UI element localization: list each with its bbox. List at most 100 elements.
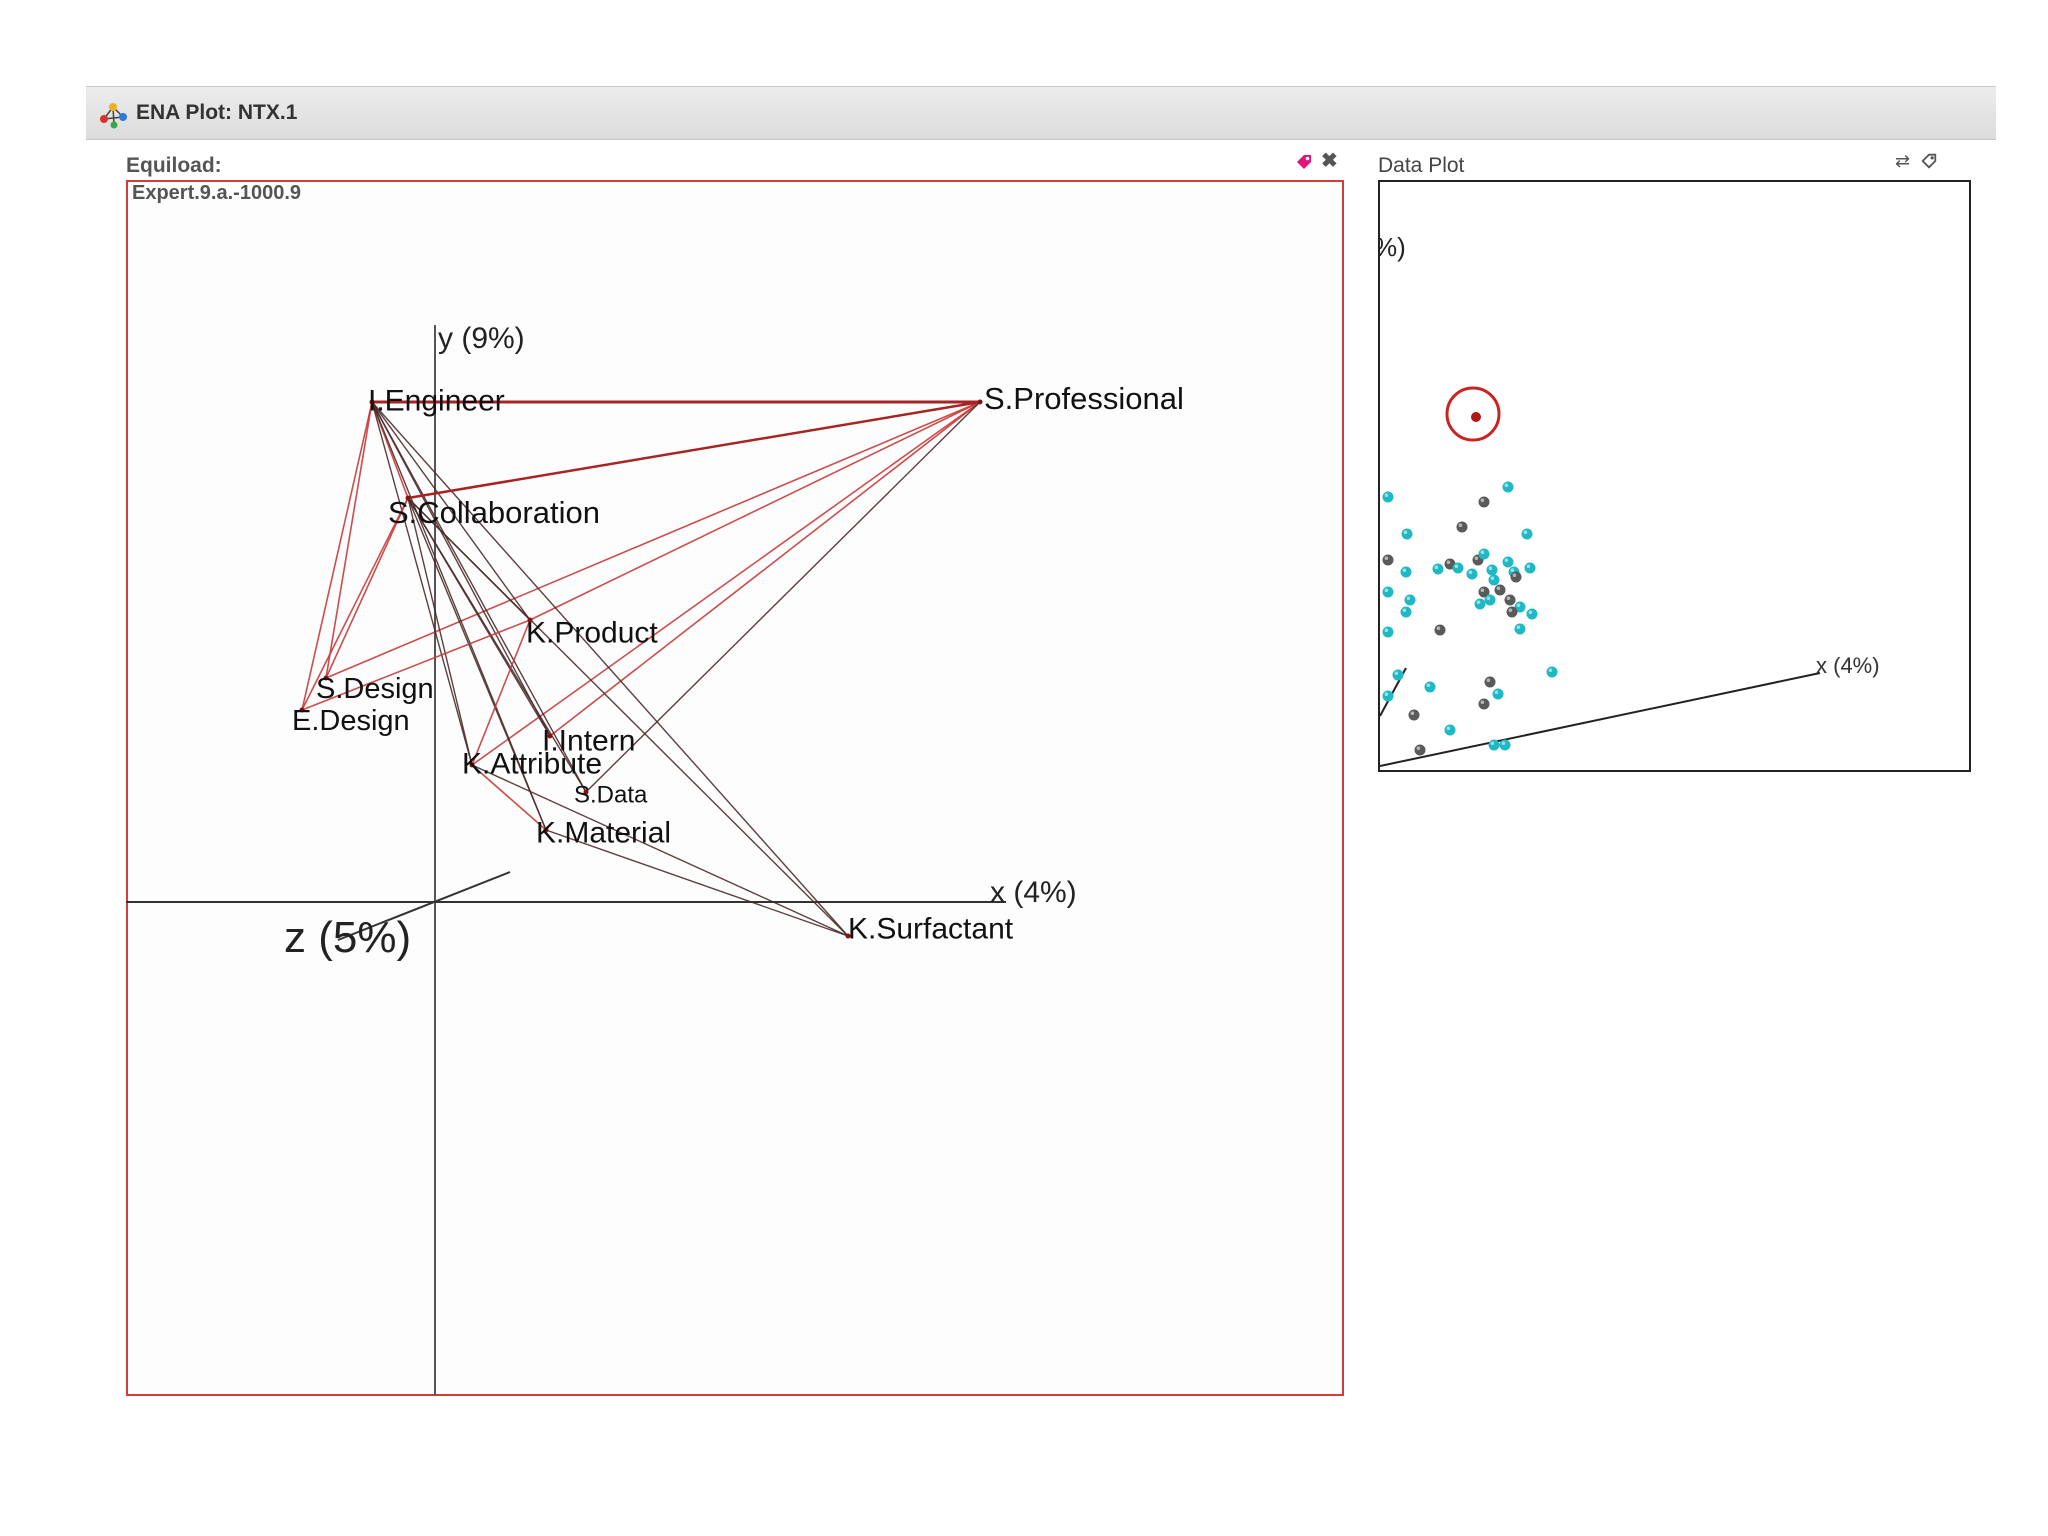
data-point: [1452, 562, 1464, 574]
data-x-axis-label: x (4%): [1816, 653, 1880, 678]
window-titlebar[interactable]: ENA Plot: NTX.1: [86, 86, 1996, 140]
network-edge: [407, 497, 587, 793]
node-label: S.Collaboration: [388, 495, 600, 530]
selected-unit-point: [1471, 412, 1481, 422]
node-label: I.Engineer: [368, 385, 505, 418]
data-point: [1499, 739, 1511, 751]
data-point-highlight: [1384, 493, 1389, 498]
data-point-highlight: [1488, 566, 1493, 570]
data-point-highlight: [1516, 625, 1521, 629]
data-point: [1526, 608, 1538, 620]
x-axis-label: x (4%): [990, 876, 1077, 909]
data-point-highlight: [1402, 608, 1407, 612]
node-label: S.Professional: [984, 381, 1184, 416]
data-point: [1382, 626, 1394, 638]
tag-icon[interactable]: [1294, 152, 1314, 175]
data-point-highlight: [1512, 573, 1517, 577]
network-edge: [529, 401, 981, 621]
data-point: [1524, 562, 1536, 574]
data-point: [1478, 496, 1490, 508]
node-label: I.Intern: [542, 725, 635, 758]
network-node: [845, 933, 851, 939]
data-point-highlight: [1406, 596, 1411, 600]
data-point-highlight: [1454, 564, 1459, 568]
data-point: [1382, 586, 1394, 598]
data-point: [1401, 528, 1413, 540]
data-point-highlight: [1474, 556, 1479, 560]
network-edge: [325, 497, 409, 679]
ena-network-graph[interactable]: y (9%) x (4%) z (5%) I.Engineer S.Profession…: [126, 180, 1344, 1396]
network-edge: [407, 400, 981, 500]
data-point-highlight: [1384, 628, 1389, 632]
data-point-highlight: [1501, 741, 1506, 745]
data-point-highlight: [1494, 690, 1499, 694]
unit-name: Expert.9.a.-1000.9: [132, 182, 301, 204]
data-point-highlight: [1446, 726, 1451, 730]
network-node: [583, 789, 589, 795]
data-scatter[interactable]: x (4%)%): [1380, 182, 1971, 772]
data-point: [1488, 574, 1500, 586]
data-point: [1414, 744, 1426, 756]
network-node: [405, 495, 411, 501]
swap-icon[interactable]: ⇄: [1895, 151, 1911, 171]
ena-panel-label: Equiload:: [126, 154, 222, 177]
data-point-highlight: [1508, 608, 1513, 612]
data-y-axis-label: %): [1380, 232, 1406, 262]
network-edge: [407, 497, 849, 937]
data-point: [1486, 564, 1498, 576]
data-point-highlight: [1458, 523, 1463, 527]
network-edge: [301, 401, 373, 711]
network-edge: [471, 764, 849, 937]
data-plot-canvas[interactable]: x (4%)%): [1378, 180, 1971, 772]
network-edge: [471, 764, 547, 831]
network-node: [977, 399, 983, 405]
data-point: [1444, 724, 1456, 736]
node-label: K.Product: [526, 617, 658, 650]
data-point-highlight: [1402, 568, 1407, 572]
network-edge: [371, 401, 531, 621]
data-point-highlight: [1506, 596, 1511, 600]
data-point: [1408, 709, 1420, 721]
node-label: K.Surfactant: [848, 913, 1014, 946]
data-point: [1432, 563, 1444, 575]
network-node: [547, 733, 553, 739]
data-point: [1382, 491, 1394, 503]
data-point-highlight: [1490, 576, 1495, 580]
data-point-highlight: [1526, 564, 1531, 568]
data-point-highlight: [1434, 565, 1439, 569]
data-point: [1478, 698, 1490, 710]
data-point-highlight: [1384, 556, 1389, 560]
network-edge: [471, 619, 531, 766]
y-axis-label: y (9%): [438, 322, 525, 355]
network-node: [369, 399, 375, 405]
data-point: [1478, 548, 1490, 560]
data-panel-label: Data Plot: [1378, 154, 1465, 177]
network-node: [299, 707, 305, 713]
data-point: [1392, 669, 1404, 681]
data-point-highlight: [1486, 596, 1491, 600]
node-label: S.Data: [574, 781, 648, 808]
data-point-highlight: [1394, 671, 1399, 675]
data-point: [1484, 594, 1496, 606]
network-edge: [407, 497, 547, 831]
data-point: [1514, 623, 1526, 635]
data-point-highlight: [1548, 668, 1553, 672]
data-point-highlight: [1384, 588, 1389, 592]
data-point-highlight: [1436, 626, 1441, 630]
network-node: [543, 827, 549, 833]
data-point: [1382, 554, 1394, 566]
data-x-axis: [1380, 672, 1821, 767]
network-edge: [371, 401, 587, 793]
network-edge: [301, 619, 531, 711]
data-point-highlight: [1510, 568, 1515, 572]
data-point-highlight: [1490, 741, 1495, 745]
tag-icon[interactable]: [1920, 152, 1938, 173]
data-point-highlight: [1480, 498, 1485, 503]
data-point-highlight: [1476, 600, 1481, 604]
network-edge: [549, 401, 981, 737]
node-label: K.Material: [536, 817, 671, 850]
close-icon[interactable]: ✖: [1321, 150, 1338, 172]
ena-plot-canvas[interactable]: [126, 180, 1344, 1396]
data-point-highlight: [1516, 603, 1521, 607]
data-point: [1474, 598, 1486, 610]
